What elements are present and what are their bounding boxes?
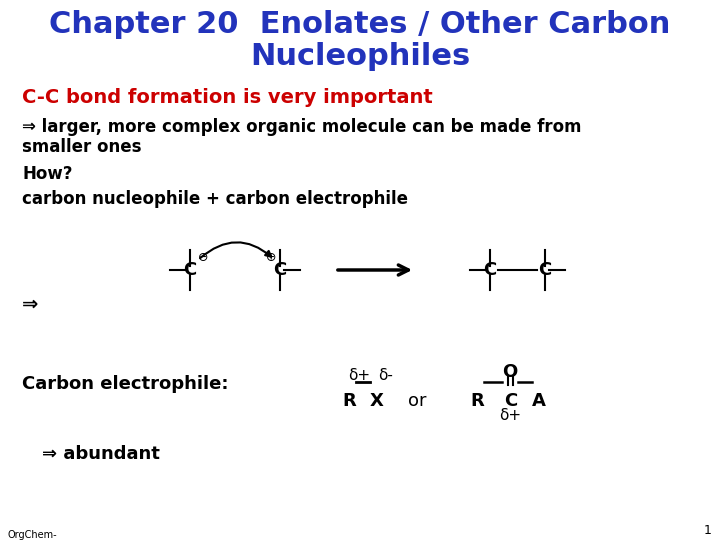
Text: carbon nucleophile + carbon electrophile: carbon nucleophile + carbon electrophile xyxy=(22,190,408,208)
Text: C: C xyxy=(539,261,552,279)
Text: or: or xyxy=(408,392,426,410)
Text: C: C xyxy=(274,261,287,279)
Text: C: C xyxy=(483,261,497,279)
Text: C: C xyxy=(184,261,197,279)
Text: X: X xyxy=(370,392,384,410)
Text: 1: 1 xyxy=(704,524,712,537)
Text: C: C xyxy=(504,392,517,410)
Text: ⊕: ⊕ xyxy=(266,251,276,264)
Text: A: A xyxy=(532,392,546,410)
Text: δ+: δ+ xyxy=(348,368,370,383)
Text: δ-: δ- xyxy=(378,368,393,383)
Text: smaller ones: smaller ones xyxy=(22,138,142,156)
Text: δ+: δ+ xyxy=(499,408,521,423)
Text: R: R xyxy=(470,392,484,410)
Text: ⇒ abundant: ⇒ abundant xyxy=(42,445,160,463)
Text: Chapter 20  Enolates / Other Carbon: Chapter 20 Enolates / Other Carbon xyxy=(49,10,671,39)
Text: ⇒ larger, more complex organic molecule can be made from: ⇒ larger, more complex organic molecule … xyxy=(22,118,582,136)
FancyArrowPatch shape xyxy=(200,242,271,258)
Text: O: O xyxy=(503,363,518,381)
Text: Carbon electrophile:: Carbon electrophile: xyxy=(22,375,228,393)
Text: How?: How? xyxy=(22,165,73,183)
Text: Nucleophiles: Nucleophiles xyxy=(250,42,470,71)
Text: C-C bond formation is very important: C-C bond formation is very important xyxy=(22,88,433,107)
Text: ⊖: ⊖ xyxy=(198,251,209,264)
Text: R: R xyxy=(342,392,356,410)
Text: OrgChem-
Chap20: OrgChem- Chap20 xyxy=(8,530,58,540)
Text: ⇒: ⇒ xyxy=(22,295,38,314)
